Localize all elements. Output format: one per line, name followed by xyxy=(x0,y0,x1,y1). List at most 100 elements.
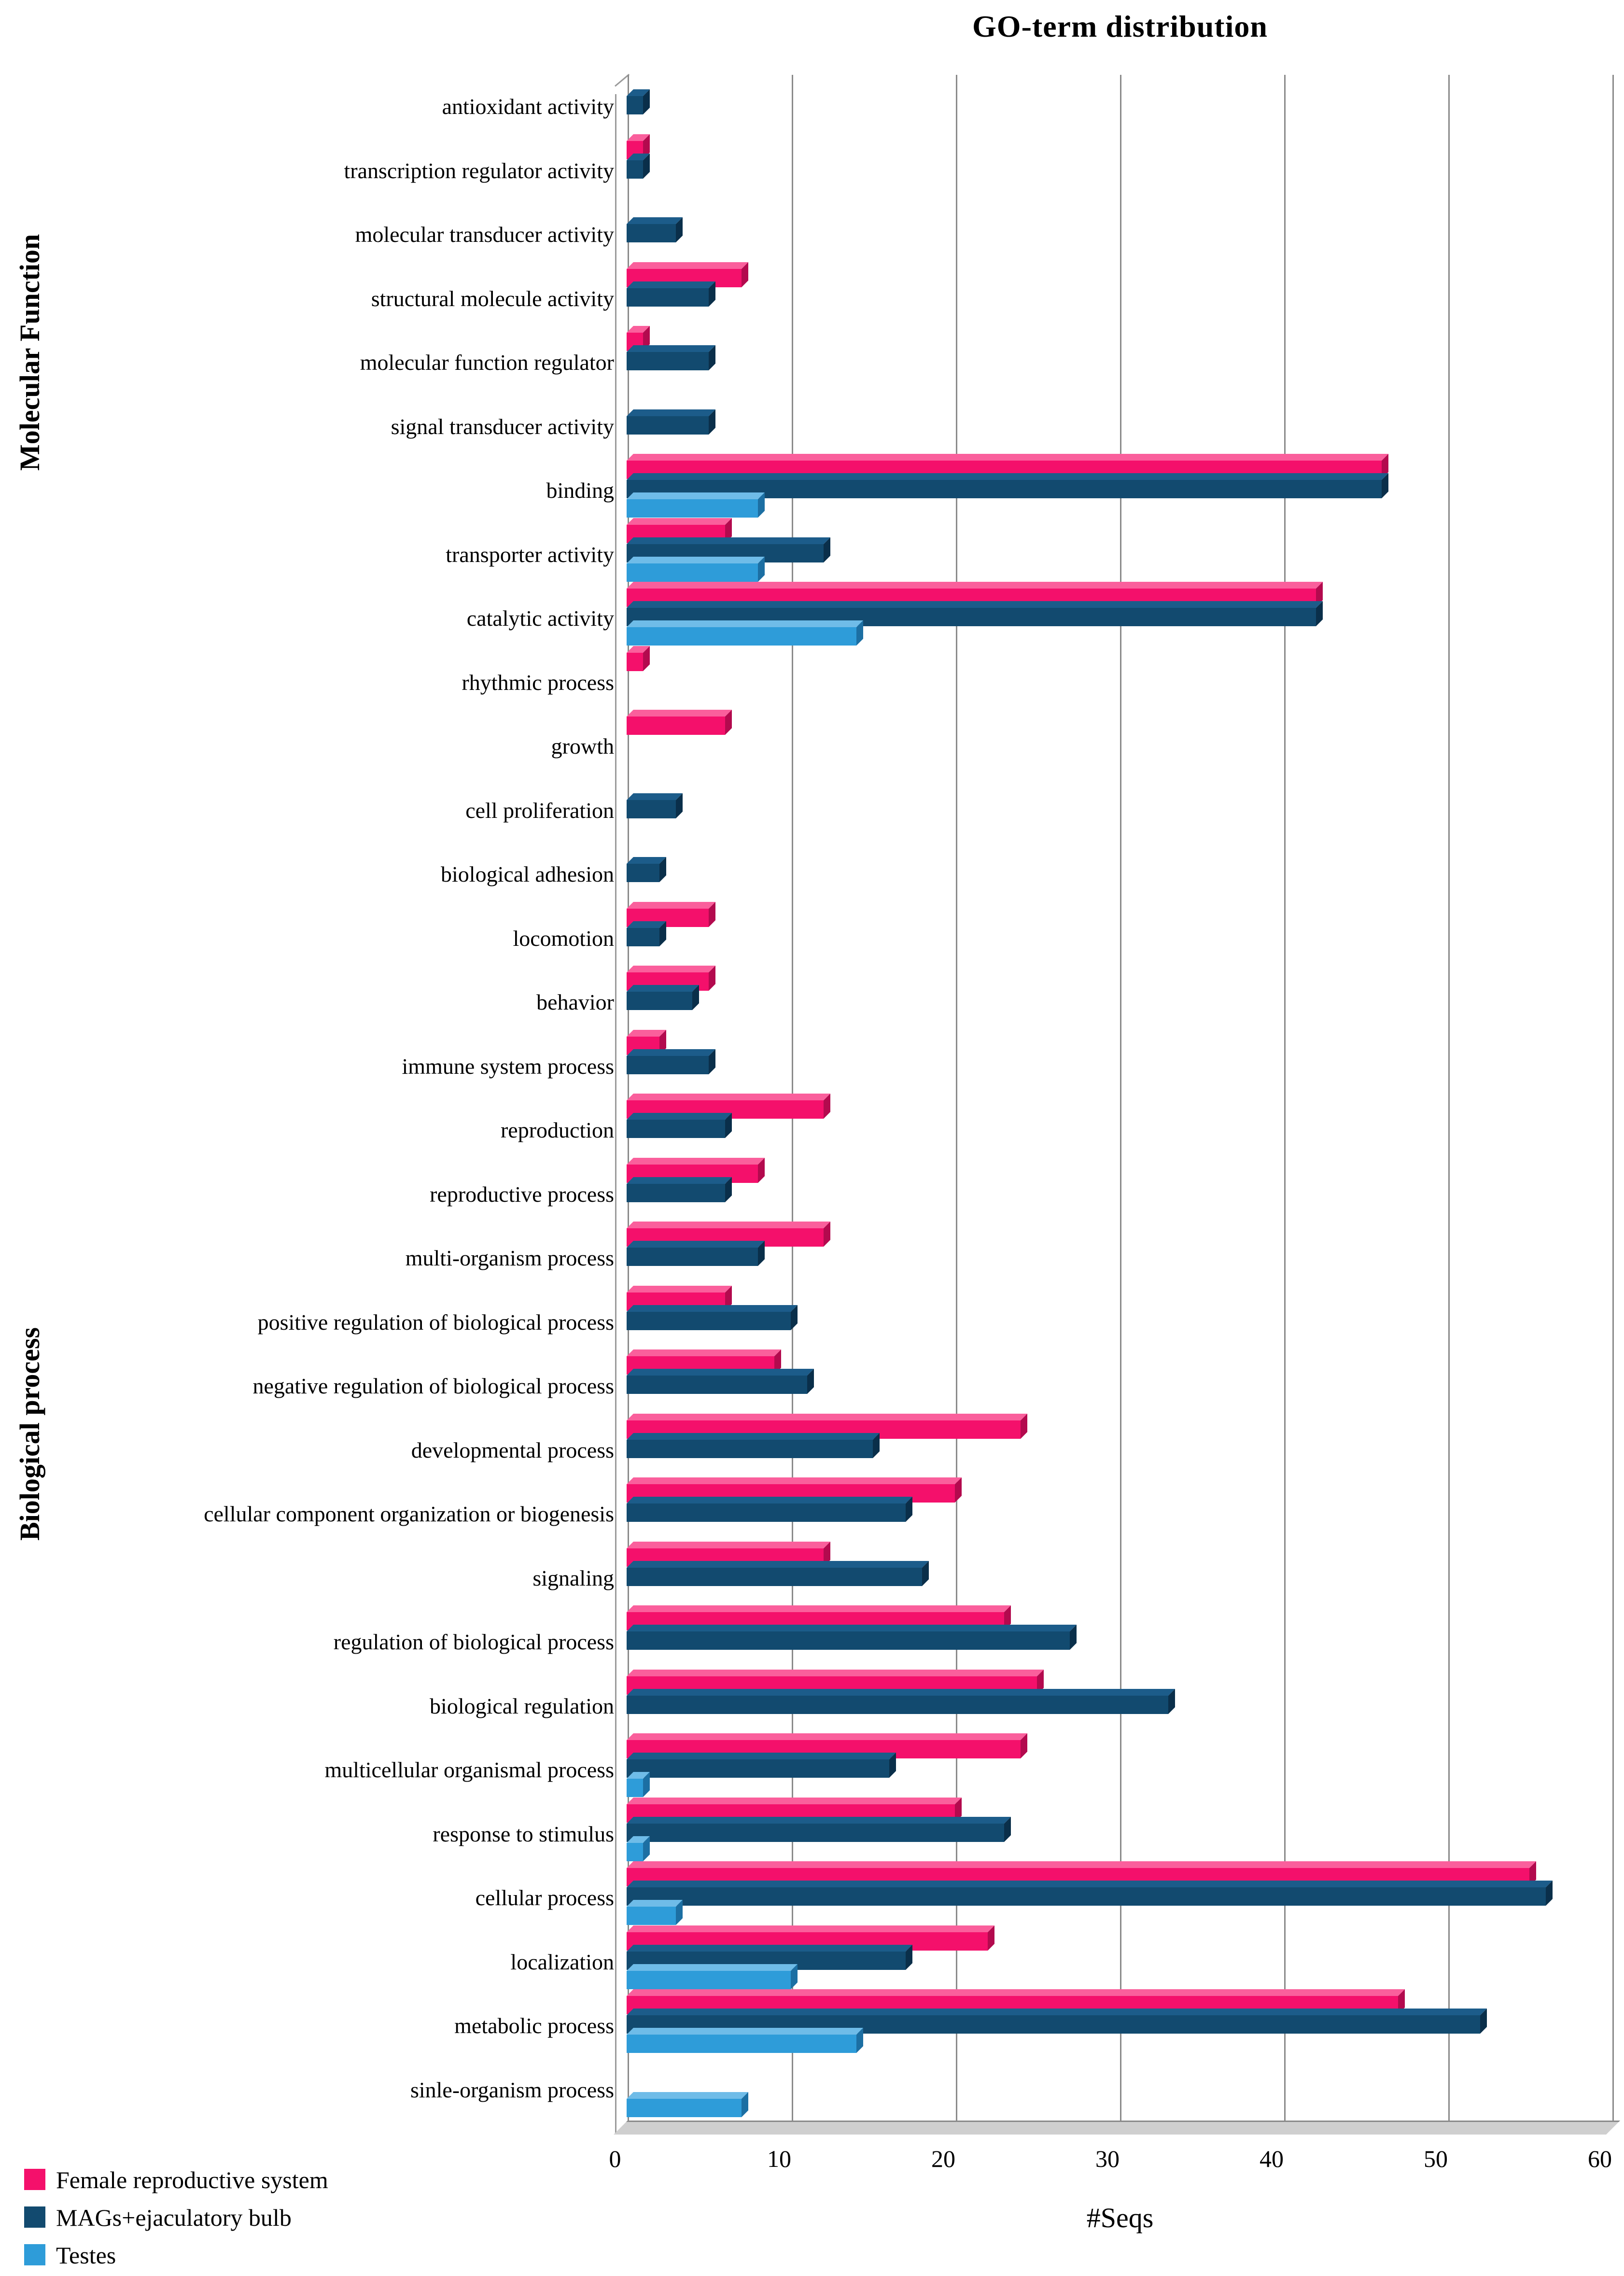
x-axis-title: #Seqs xyxy=(1086,2202,1154,2234)
category-label: binding xyxy=(546,478,614,503)
bar-top-bevel xyxy=(627,1881,1553,1887)
bar-top-bevel xyxy=(627,345,715,352)
category-label: sinle-organism process xyxy=(410,2077,614,2102)
category-label: reproductive process xyxy=(430,1181,614,1207)
bar-top-bevel xyxy=(627,793,683,800)
bar-face xyxy=(627,1695,1168,1714)
x-tick-label: 20 xyxy=(931,2145,955,2172)
bar-face xyxy=(627,1631,1070,1650)
bar-testes xyxy=(627,1900,683,1925)
bar-face xyxy=(627,717,725,735)
bar-top-bevel xyxy=(627,1222,830,1228)
bar-mags-ejaculatory-bulb xyxy=(627,1625,1077,1650)
bar-face xyxy=(627,1055,709,1074)
bar-top-bevel xyxy=(627,1113,732,1120)
bar-top-bevel xyxy=(627,1157,765,1165)
bar-top-bevel xyxy=(627,1925,994,1932)
bar-mags-ejaculatory-bulb xyxy=(627,153,650,179)
bar-top-bevel xyxy=(627,1816,1011,1824)
bar-testes xyxy=(627,1964,798,1989)
bar-face xyxy=(627,627,856,646)
bar-top-bevel xyxy=(627,1433,880,1440)
bar-mags-ejaculatory-bulb xyxy=(627,1753,896,1778)
bar-mags-ejaculatory-bulb xyxy=(627,281,715,307)
bar-top-bevel xyxy=(627,1733,1027,1740)
gridline xyxy=(956,75,957,2122)
table-row xyxy=(627,326,1612,395)
gridline xyxy=(1120,75,1121,2122)
bar-female-reproductive-system xyxy=(627,710,732,735)
bar-face xyxy=(627,1779,643,1797)
bar-top-bevel xyxy=(627,1497,912,1503)
bar-top-bevel xyxy=(627,710,732,717)
table-row xyxy=(627,1989,1612,2058)
bar-top-bevel xyxy=(627,1477,962,1484)
bar-top-bevel xyxy=(627,492,765,499)
table-row xyxy=(627,1094,1612,1163)
bar-mags-ejaculatory-bulb xyxy=(627,1881,1553,1906)
table-row xyxy=(627,1733,1612,1802)
bar-face xyxy=(627,800,676,818)
bar-face xyxy=(627,1183,725,1202)
table-row xyxy=(627,2058,1612,2122)
bar-top-bevel xyxy=(627,2092,748,2099)
table-row xyxy=(627,1669,1612,1739)
category-label: growth xyxy=(551,734,614,759)
bar-face xyxy=(627,352,709,370)
category-label: biological regulation xyxy=(430,1693,614,1718)
legend-label: Testes xyxy=(56,2242,116,2269)
bar-face xyxy=(627,224,676,242)
bar-top-bevel xyxy=(627,1944,912,1952)
category-label: negative regulation of biological proces… xyxy=(252,1374,614,1399)
bar-mags-ejaculatory-bulb xyxy=(627,985,699,1010)
table-row xyxy=(627,710,1612,779)
bar-mags-ejaculatory-bulb xyxy=(627,1049,715,1074)
category-label: structural molecule activity xyxy=(371,286,614,311)
bar-face xyxy=(627,1842,643,1861)
group-label-molecular-function: Molecular Function xyxy=(14,234,45,471)
bar-top-bevel xyxy=(627,2028,863,2035)
bar-top-bevel xyxy=(627,1900,683,1907)
group-label-biological-process: Biological process xyxy=(14,1327,45,1541)
x-tick-label: 60 xyxy=(1588,2145,1612,2172)
bar-top-bevel xyxy=(627,409,715,416)
bar-top-bevel xyxy=(627,1560,929,1568)
bar-female-reproductive-system xyxy=(627,646,650,671)
bar-top-bevel xyxy=(627,966,715,972)
bar-mags-ejaculatory-bulb xyxy=(627,1497,912,1522)
bar-top-bevel xyxy=(627,217,683,224)
category-label: positive regulation of biological proces… xyxy=(257,1309,614,1335)
x-tick-label: 50 xyxy=(1424,2145,1448,2172)
bar-mags-ejaculatory-bulb xyxy=(627,857,666,882)
bar-mags-ejaculatory-bulb xyxy=(627,345,715,370)
bar-face xyxy=(627,499,758,518)
category-label: multicellular organismal process xyxy=(324,1757,614,1783)
chart-title: GO-term distribution xyxy=(972,9,1268,43)
bar-face xyxy=(627,160,643,179)
table-row xyxy=(627,1029,1612,1099)
bar-mags-ejaculatory-bulb xyxy=(627,1816,1011,1842)
gridline xyxy=(1448,75,1450,2122)
bar-mags-ejaculatory-bulb xyxy=(627,217,683,242)
x-tick-label: 0 xyxy=(609,2145,621,2172)
bar-top-bevel xyxy=(627,1605,1011,1612)
bar-top-bevel xyxy=(627,262,748,269)
x-tick-label: 10 xyxy=(767,2145,791,2172)
bar-mags-ejaculatory-bulb xyxy=(627,1560,929,1586)
bar-top-bevel xyxy=(627,518,732,525)
category-label: regulation of biological process xyxy=(333,1630,614,1655)
table-row xyxy=(627,1157,1612,1227)
bar-top-bevel xyxy=(627,1305,798,1312)
category-label: transporter activity xyxy=(446,542,614,567)
category-label: molecular transducer activity xyxy=(355,222,614,247)
bar-testes xyxy=(627,2092,748,2117)
bar-face xyxy=(627,992,692,1010)
bar-top-bevel xyxy=(627,1241,765,1248)
gridline xyxy=(1284,75,1286,2122)
bar-testes xyxy=(627,1836,650,1861)
bar-top-bevel xyxy=(627,281,715,288)
bar-top-bevel xyxy=(627,1797,962,1804)
table-row xyxy=(627,1797,1612,1867)
bar-testes xyxy=(627,2028,863,2053)
